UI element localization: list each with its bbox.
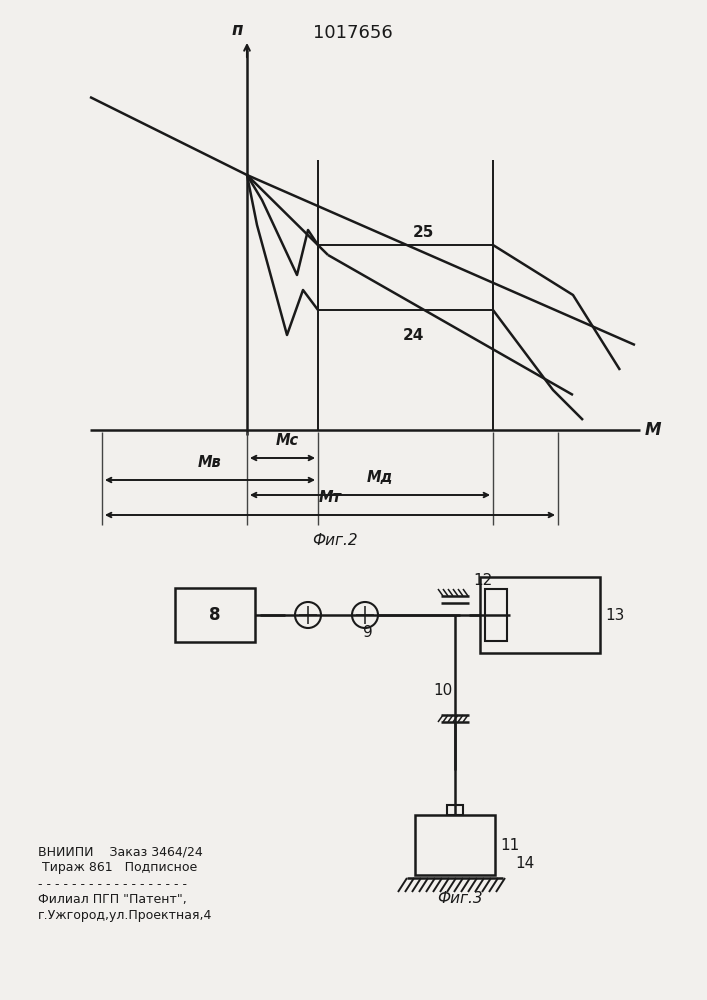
Text: Филиал ПГП "Патент",: Филиал ПГП "Патент", — [38, 894, 187, 906]
Text: Мв: Мв — [198, 455, 222, 470]
Text: 14: 14 — [515, 856, 534, 870]
Text: 11: 11 — [500, 838, 519, 852]
Text: Мд: Мд — [367, 470, 393, 485]
Text: ВНИИПИ    Заказ 3464/24: ВНИИПИ Заказ 3464/24 — [38, 846, 203, 858]
Bar — [447, 805, 463, 815]
Text: Тираж 861   Подписное: Тираж 861 Подписное — [38, 861, 197, 874]
Text: 10: 10 — [433, 683, 452, 698]
Text: Фиг.3: Фиг.3 — [437, 891, 483, 906]
Bar — [175, 588, 255, 642]
Bar — [415, 815, 495, 875]
Text: 12: 12 — [473, 573, 492, 588]
Text: 1017656: 1017656 — [313, 24, 393, 42]
Text: 8: 8 — [209, 606, 221, 624]
Bar — [485, 589, 507, 641]
Bar — [480, 577, 600, 653]
Text: Мт: Мт — [318, 490, 341, 505]
Text: г.Ужгород,ул.Проектная,4: г.Ужгород,ул.Проектная,4 — [38, 910, 212, 922]
Text: 24: 24 — [403, 328, 424, 343]
Text: 25: 25 — [413, 225, 434, 240]
Text: п: п — [231, 21, 243, 39]
Text: - - - - - - - - - - - - - - - - - -: - - - - - - - - - - - - - - - - - - — [38, 878, 187, 890]
Text: М: М — [645, 421, 662, 439]
Text: 13: 13 — [605, 607, 624, 622]
Text: Мс: Мс — [276, 433, 299, 448]
Text: Фиг.2: Фиг.2 — [312, 533, 358, 548]
Text: 9: 9 — [363, 625, 373, 640]
